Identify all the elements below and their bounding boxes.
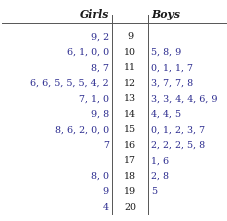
Text: 9, 2: 9, 2 [91, 32, 109, 41]
Text: 15: 15 [123, 125, 136, 134]
Text: 16: 16 [123, 141, 136, 150]
Text: 20: 20 [123, 203, 135, 212]
Text: 13: 13 [123, 94, 136, 103]
Text: 9: 9 [126, 32, 133, 41]
Text: 14: 14 [123, 110, 135, 119]
Text: 2, 8: 2, 8 [150, 172, 168, 181]
Text: 4, 4, 5: 4, 4, 5 [150, 110, 180, 119]
Text: 9: 9 [102, 187, 109, 196]
Text: 8, 7: 8, 7 [91, 63, 109, 72]
Text: 7, 1, 0: 7, 1, 0 [79, 94, 109, 103]
Text: 0, 1, 2, 3, 7: 0, 1, 2, 3, 7 [150, 125, 204, 134]
Text: 19: 19 [123, 187, 136, 196]
Text: 0, 1, 1, 7: 0, 1, 1, 7 [150, 63, 192, 72]
Text: 4: 4 [103, 203, 109, 212]
Text: 2, 2, 2, 5, 8: 2, 2, 2, 5, 8 [150, 141, 204, 150]
Text: Boys: Boys [150, 8, 179, 19]
Text: 9, 8: 9, 8 [91, 110, 109, 119]
Text: 17: 17 [123, 156, 135, 165]
Text: 6, 6, 5, 5, 5, 4, 2: 6, 6, 5, 5, 5, 4, 2 [30, 79, 109, 88]
Text: 3, 7, 7, 8: 3, 7, 7, 8 [150, 79, 192, 88]
Text: 12: 12 [123, 79, 135, 88]
Text: 5, 8, 9: 5, 8, 9 [150, 48, 180, 57]
Text: Girls: Girls [79, 8, 109, 19]
Text: 8, 6, 2, 0, 0: 8, 6, 2, 0, 0 [55, 125, 109, 134]
Text: 5: 5 [150, 187, 156, 196]
Text: 6, 1, 0, 0: 6, 1, 0, 0 [67, 48, 109, 57]
Text: 11: 11 [123, 63, 135, 72]
Text: 18: 18 [123, 172, 135, 181]
Text: 10: 10 [123, 48, 135, 57]
Text: 1, 6: 1, 6 [150, 156, 168, 165]
Text: 8, 0: 8, 0 [91, 172, 109, 181]
Text: 3, 3, 4, 4, 6, 9: 3, 3, 4, 4, 6, 9 [150, 94, 217, 103]
Text: 7: 7 [103, 141, 109, 150]
